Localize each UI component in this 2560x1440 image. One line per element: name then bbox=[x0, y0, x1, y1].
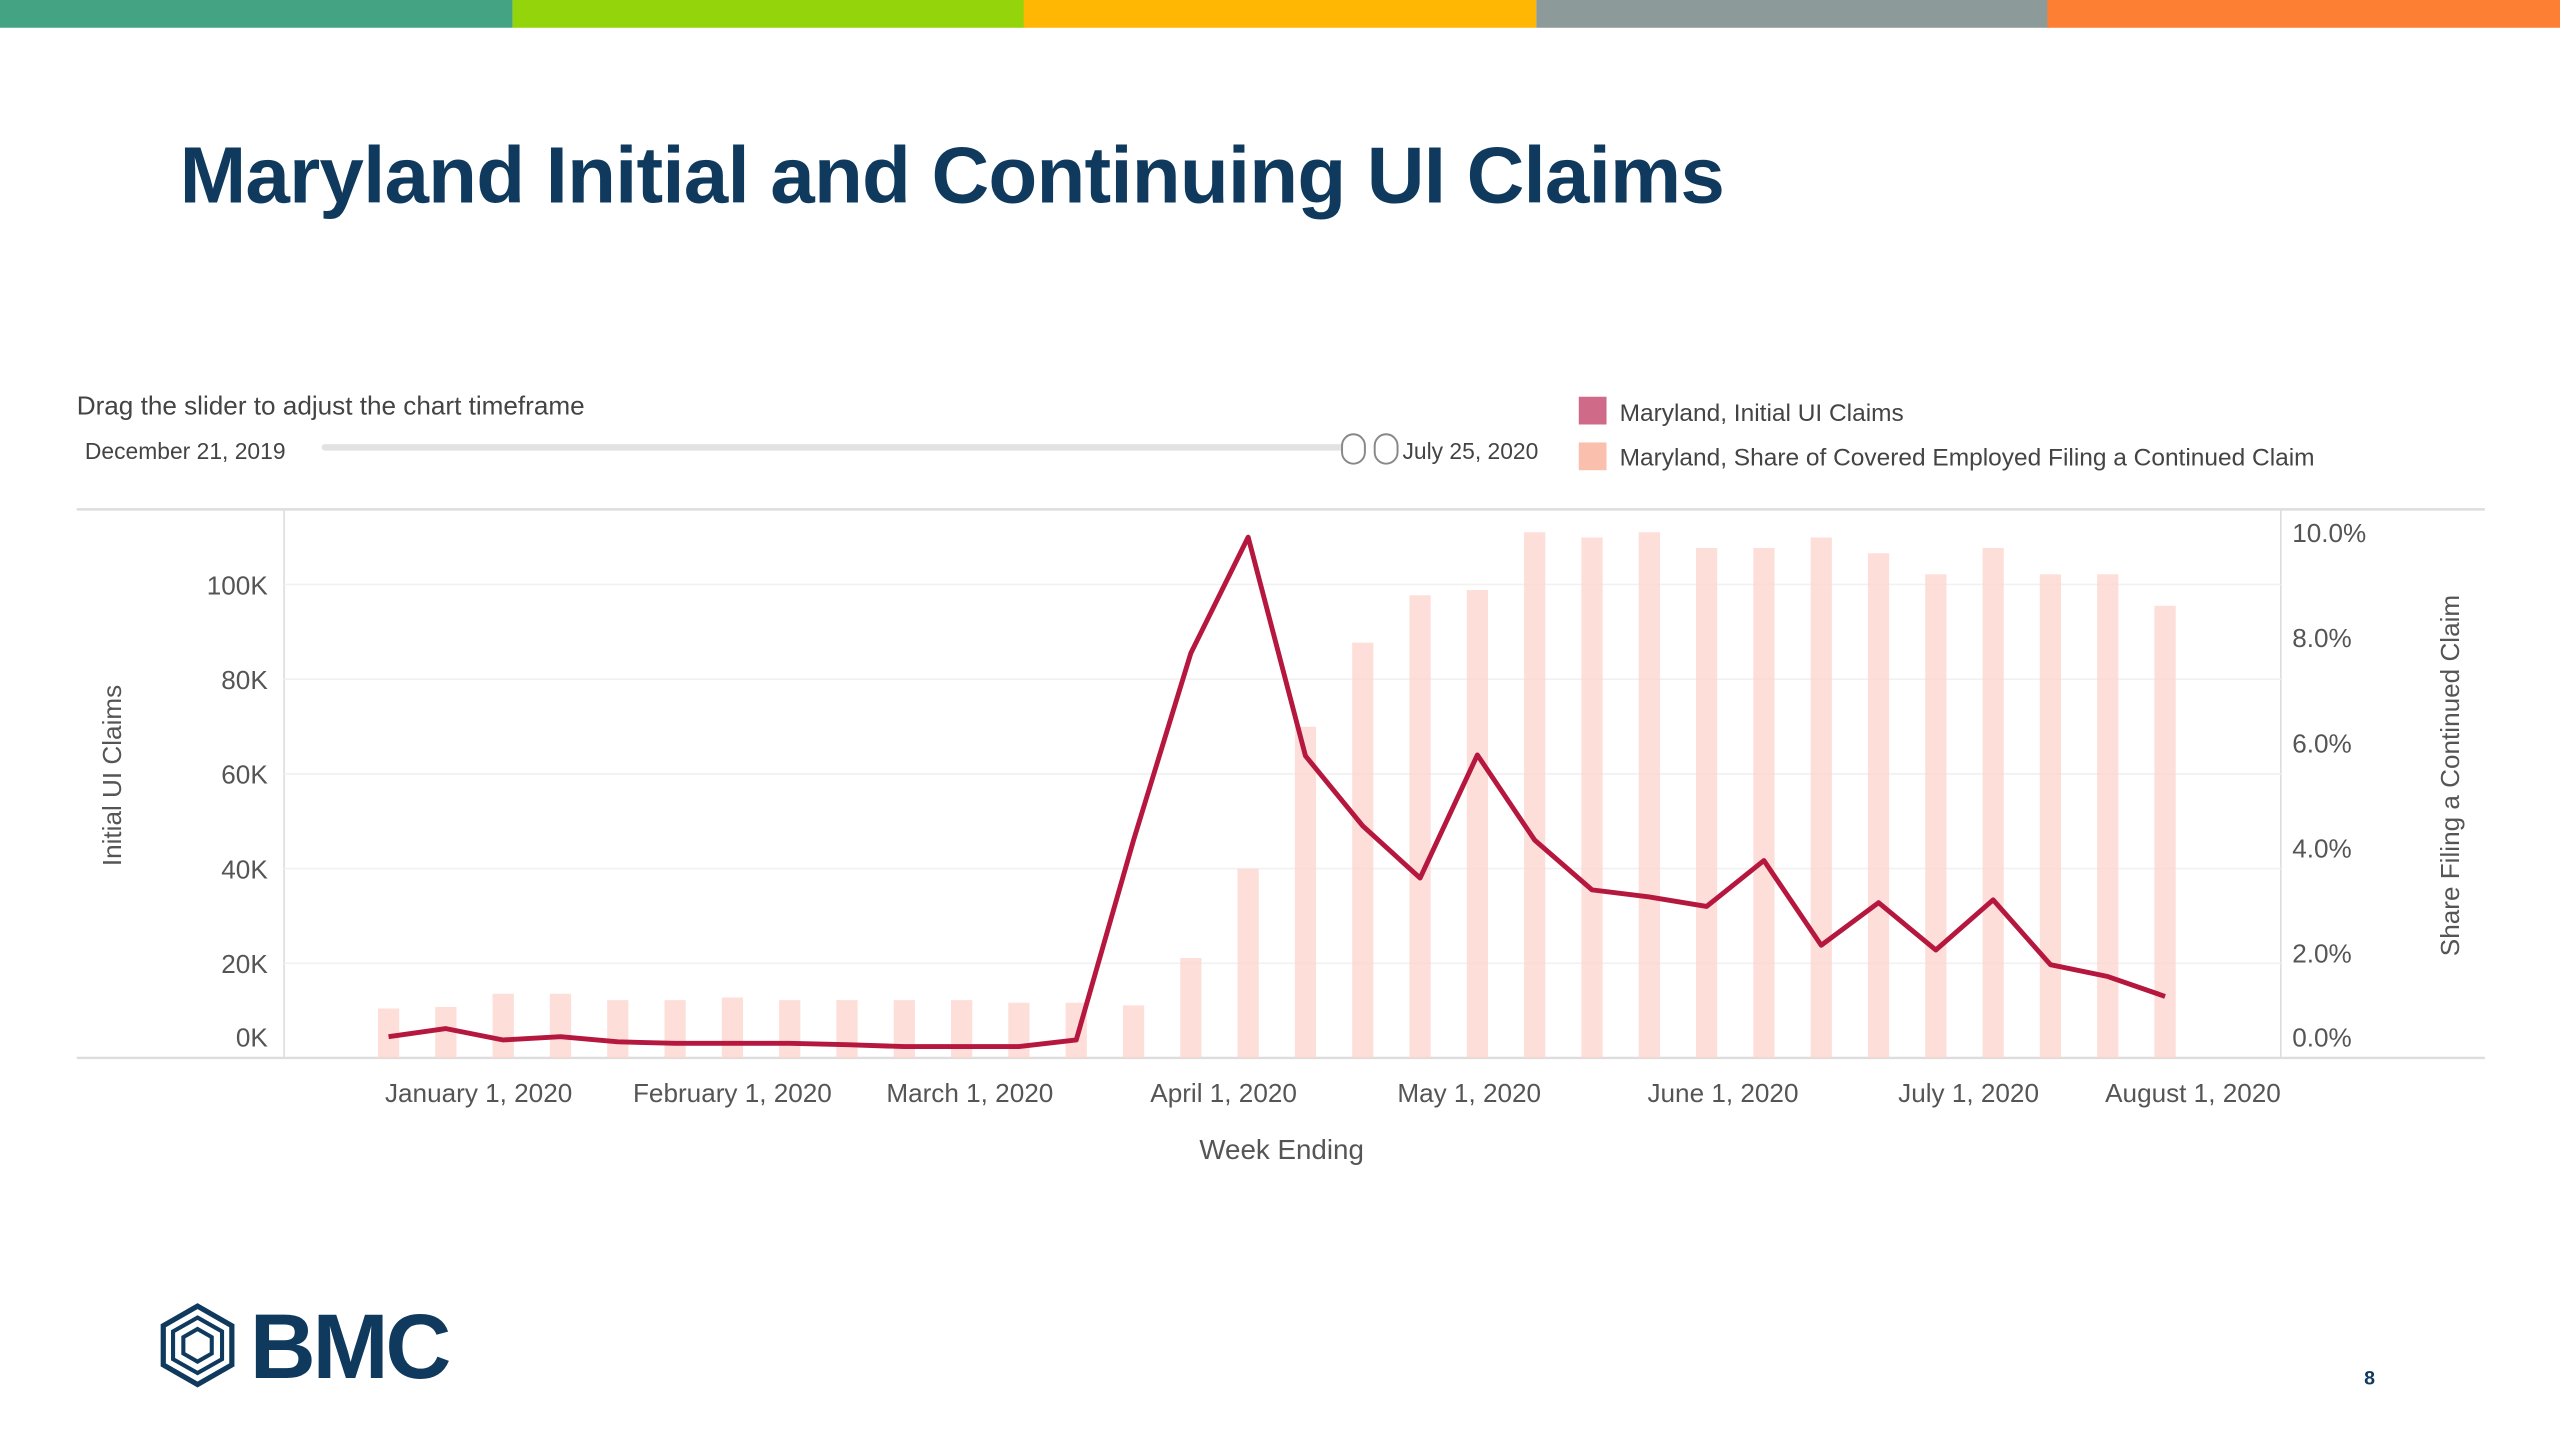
bar-continued-claim-share bbox=[1352, 642, 1374, 1058]
color-stripe-5 bbox=[2047, 0, 2560, 28]
color-stripe-4 bbox=[1535, 0, 2049, 28]
y2-tick-label: 2.0% bbox=[2292, 939, 2352, 969]
bar-continued-claim-share bbox=[951, 1000, 973, 1058]
bar-continued-claim-share bbox=[549, 993, 572, 1058]
slider-handle-start[interactable] bbox=[1341, 433, 1366, 465]
x-tick-label: January 1, 2020 bbox=[385, 1078, 572, 1108]
bar-continued-claim-share bbox=[1695, 548, 1718, 1058]
bar-continued-claim-share bbox=[1237, 868, 1259, 1058]
slider-handle-end[interactable] bbox=[1373, 433, 1399, 465]
color-stripe-1 bbox=[0, 0, 513, 28]
bar-continued-claim-share bbox=[664, 1000, 686, 1058]
page-number: 8 bbox=[2364, 1366, 2375, 1390]
bmc-logo: BMC bbox=[160, 1296, 453, 1398]
x-tick-label: July 1, 2020 bbox=[1898, 1078, 2039, 1108]
bar-continued-claim-share bbox=[779, 1000, 801, 1058]
bar-continued-claim-share bbox=[1867, 553, 1890, 1058]
bar-continued-claim-share bbox=[1753, 548, 1775, 1058]
legend-swatch-continued-claim bbox=[1578, 442, 1607, 471]
x-tick-label: March 1, 2020 bbox=[886, 1078, 1053, 1108]
bar-continued-claim-share bbox=[721, 997, 744, 1058]
bar-continued-claim-share bbox=[893, 1000, 915, 1058]
legend-swatch-initial-claims bbox=[1578, 396, 1607, 425]
bar-continued-claim-share bbox=[2039, 574, 2062, 1058]
y-tick-label: 60K bbox=[221, 760, 268, 790]
y2-tick-label: 8.0% bbox=[2292, 623, 2352, 653]
logo-text: BMC bbox=[250, 1296, 450, 1398]
y2-tick-label: 4.0% bbox=[2292, 833, 2352, 863]
y-tick-label: 20K bbox=[221, 949, 268, 979]
bar-continued-claim-share bbox=[1524, 532, 1546, 1058]
bar-continued-claim-share bbox=[1008, 1002, 1030, 1058]
bar-continued-claim-share bbox=[1982, 548, 2004, 1058]
x-tick-label: August 1, 2020 bbox=[2105, 1078, 2281, 1108]
x-tick-label: February 1, 2020 bbox=[633, 1078, 832, 1108]
y-tick-label: 80K bbox=[221, 665, 268, 695]
bar-continued-claim-share bbox=[836, 1000, 858, 1058]
y2-tick-label: 10.0% bbox=[2292, 518, 2366, 548]
x-tick-label: May 1, 2020 bbox=[1397, 1078, 1541, 1108]
color-stripe-2 bbox=[511, 0, 1025, 28]
bar-continued-claim-share bbox=[1122, 1005, 1145, 1058]
y-tick-label: 100K bbox=[207, 570, 269, 600]
bar-continued-claim-share bbox=[435, 1006, 457, 1058]
y-axis-label: Initial UI Claims bbox=[97, 685, 127, 866]
bar-continued-claim-share bbox=[607, 1000, 629, 1058]
bar-continued-claim-share bbox=[377, 1008, 400, 1058]
legend-label-continued-claim: Maryland, Share of Covered Employed Fili… bbox=[1620, 444, 2315, 471]
x-axis-label: Week Ending bbox=[1199, 1134, 1364, 1165]
bar-continued-claim-share bbox=[2097, 574, 2119, 1058]
y2-tick-label: 6.0% bbox=[2292, 728, 2352, 758]
y2-axis-label: Share Filing a Continued Claim bbox=[2435, 595, 2465, 956]
slider-end-label: July 25, 2020 bbox=[1402, 438, 1538, 464]
x-tick-label: April 1, 2020 bbox=[1150, 1078, 1297, 1108]
bar-continued-claim-share bbox=[1466, 590, 1488, 1058]
bar-continued-claim-share bbox=[2154, 605, 2176, 1058]
legend-label-initial-claims: Maryland, Initial UI Claims bbox=[1620, 400, 1904, 427]
x-tick-label: June 1, 2020 bbox=[1647, 1078, 1798, 1108]
slide-title: Maryland Initial and Continuing UI Claim… bbox=[179, 132, 1725, 221]
bar-continued-claim-share bbox=[1810, 537, 1832, 1058]
slider-start-label: December 21, 2019 bbox=[85, 438, 286, 464]
bar-continued-claim-share bbox=[1638, 532, 1660, 1058]
bar-continued-claim-share bbox=[492, 993, 514, 1058]
hexagon-logo-icon bbox=[160, 1303, 235, 1388]
slider-track[interactable] bbox=[321, 444, 1360, 451]
bar-continued-claim-share bbox=[1180, 958, 1202, 1058]
y-tick-label: 0K bbox=[236, 1023, 269, 1053]
color-stripe-3 bbox=[1023, 0, 1537, 28]
y-tick-label: 40K bbox=[221, 854, 268, 884]
line-initial-claims bbox=[388, 534, 2166, 1050]
slider-instruction: Drag the slider to adjust the chart time… bbox=[77, 391, 585, 421]
bar-continued-claim-share bbox=[1294, 726, 1317, 1058]
y2-tick-label: 0.0% bbox=[2292, 1023, 2352, 1053]
bar-continued-claim-share bbox=[1581, 537, 1603, 1058]
bar-continued-claim-share bbox=[1925, 574, 1947, 1058]
bar-continued-claim-share bbox=[1409, 595, 1431, 1058]
